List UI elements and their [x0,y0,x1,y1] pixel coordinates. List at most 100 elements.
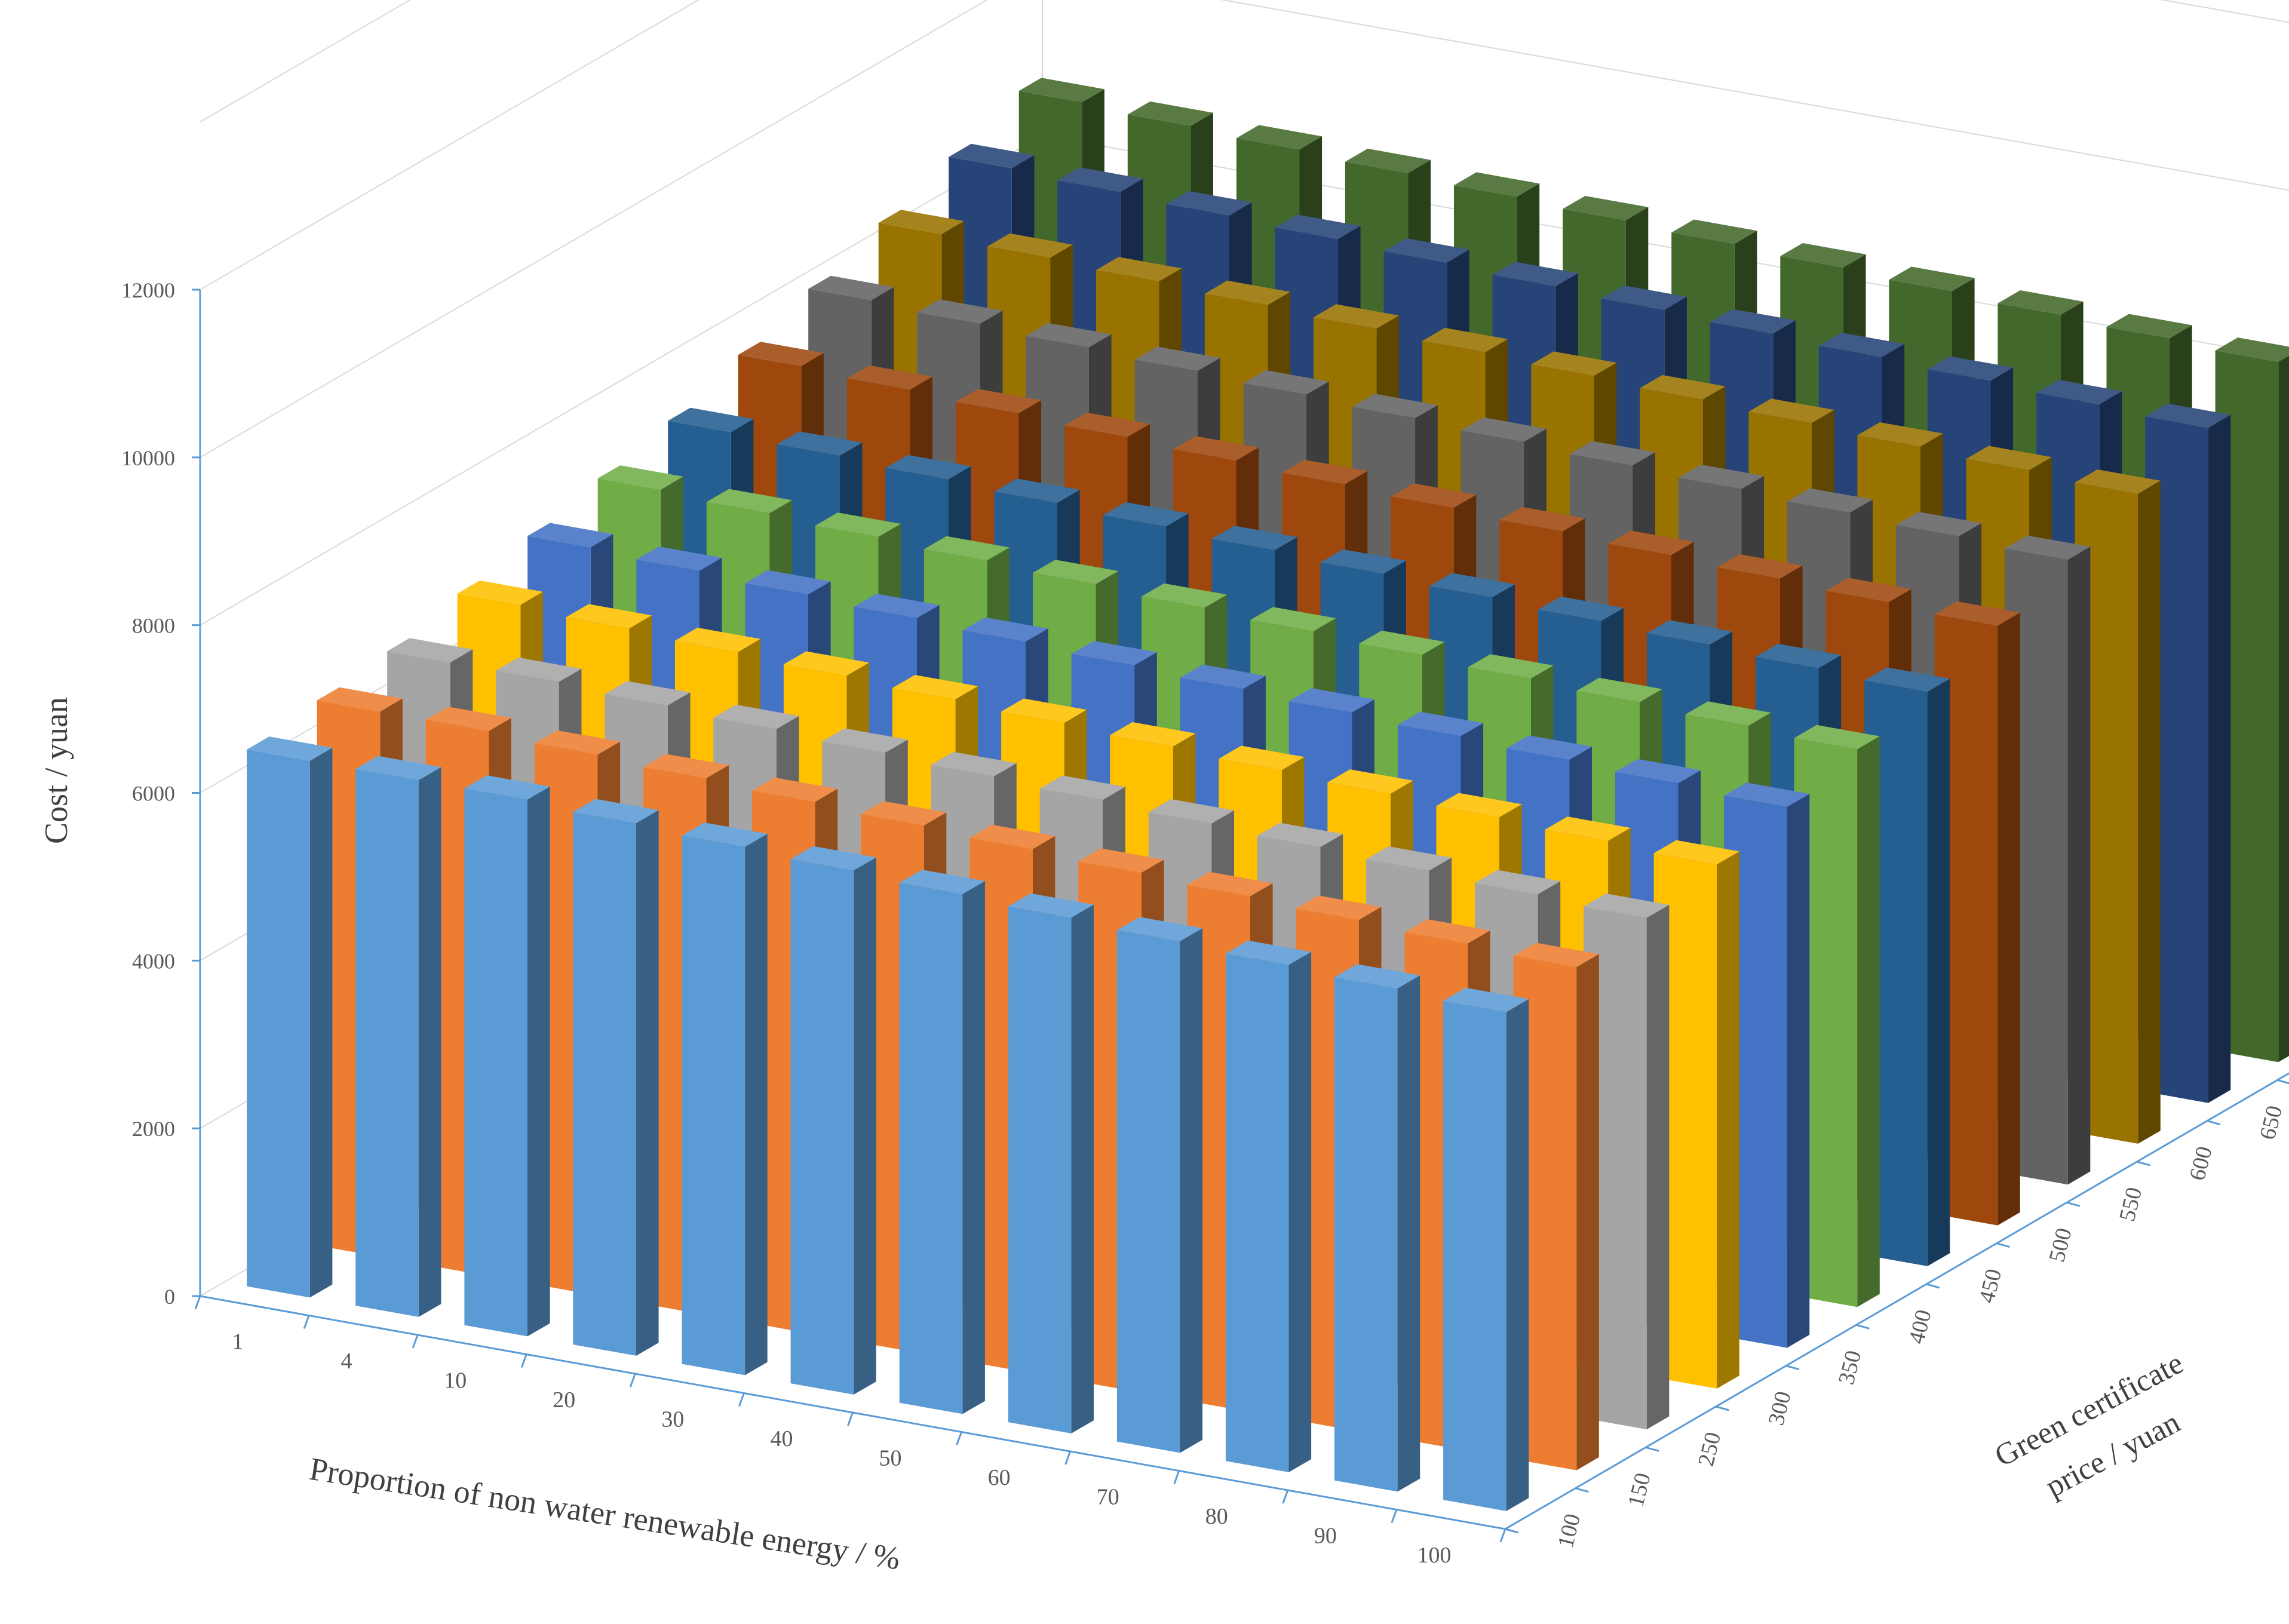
bar-top [1646,620,1733,644]
bar-350-100 [1724,782,1810,1348]
bar-top [1678,464,1765,489]
y-tick-mark [1926,1283,1940,1289]
bar-top [1499,506,1585,532]
bar-top [674,627,761,652]
bar-top [1608,530,1694,555]
bar-top [1288,688,1374,713]
bar-top [1889,266,1975,291]
bar-top [1008,893,1094,918]
bar-top [1780,243,1866,268]
x-tick-mark [1282,1490,1289,1504]
bar-top [1110,722,1196,747]
bar-top [1257,822,1343,848]
bar-side [854,857,876,1395]
z-tick-label: 0 [164,1285,175,1309]
bar-front [682,836,745,1376]
bar-top [1397,711,1484,736]
bar-top [1134,346,1220,371]
bar-top [790,846,876,871]
gridline [200,0,412,123]
bar-top [822,728,908,753]
x-tick-mark [1391,1509,1398,1524]
x-tick-label: 50 [879,1445,902,1470]
bar-top [962,617,1048,642]
bar-top [1018,78,1104,103]
bar-top [1383,238,1469,263]
chart-floor [194,1072,2289,1543]
bar-top [1071,641,1157,665]
bar-100-90 [1334,964,1420,1492]
bar-100-1 [247,736,333,1298]
y-tick-mark [1645,1446,1659,1452]
bar-top [1422,327,1508,352]
bar-top [1127,101,1213,126]
bar-top [1204,280,1291,305]
x-tick-mark [1173,1470,1180,1485]
bar-top [1057,167,1143,192]
bar-front [1584,906,1647,1430]
bar-front [2005,548,2068,1185]
bar-side [1646,904,1670,1430]
bar-top [899,870,985,894]
bar-top [713,704,799,729]
bar-250-100 [1584,894,1670,1430]
bar-top [2106,314,2192,339]
y-tick-mark [1856,1324,1870,1330]
bar-top [1454,172,1540,197]
bar-top [1314,304,1400,329]
bar-front [355,769,419,1317]
bar-top [931,751,1017,776]
bar-front [1864,680,1928,1266]
bar-top [854,594,940,618]
y-tick-mark [2207,1120,2221,1126]
z-tick-label: 12000 [121,278,175,302]
bar-front [573,812,636,1356]
bar-top [1563,196,1649,220]
x-tick-mark [956,1431,962,1446]
y-tick-label: 650 [2255,1103,2288,1142]
x-tick-label: 4 [341,1349,352,1374]
bar-top [247,736,333,761]
bar-top [457,580,543,605]
x-tick-mark [738,1392,745,1407]
bar-top [1717,554,1803,579]
bar-600-100 [2075,469,2161,1144]
z-axis-title: Cost / yuan [38,697,74,844]
bar-side [1717,851,1739,1389]
bar-side [1397,975,1420,1492]
bar-top [1166,191,1252,216]
bar-450-100 [1864,667,1950,1266]
bar-top [892,675,978,699]
bar-top [1211,526,1297,550]
bar-front [1334,977,1398,1492]
x-tick-label: 40 [770,1426,793,1451]
bar-top [861,801,947,825]
bar-top [808,275,894,300]
y-tick-mark [2137,1161,2150,1166]
y-tick-mark [2277,1079,2289,1085]
bar-top [1039,775,1125,800]
x-tick-label: 100 [1417,1543,1451,1568]
x-tick-label: 30 [661,1407,684,1432]
bar-top [496,657,582,682]
x-tick-label: 60 [988,1465,1011,1490]
y-tick-label: 450 [1974,1266,2007,1305]
bar-top [1748,398,1834,423]
bar-top [1640,374,1726,400]
bar-top [1187,871,1273,897]
bar-side [1506,999,1529,1511]
bar-top [1864,667,1950,692]
bar-100-80 [1225,940,1312,1472]
bar-top [2215,337,2289,362]
x-tick-label: 10 [444,1368,467,1393]
bar-top [1436,793,1522,818]
bar-front [464,788,527,1337]
bar-top [1506,735,1593,760]
bar-side [1787,794,1810,1348]
bar-top [1173,436,1259,461]
bar-top [1492,262,1578,287]
bar-550-100 [2005,535,2091,1185]
bar-top [1576,677,1662,702]
bar-top [917,299,1003,324]
bar-top [846,365,932,390]
